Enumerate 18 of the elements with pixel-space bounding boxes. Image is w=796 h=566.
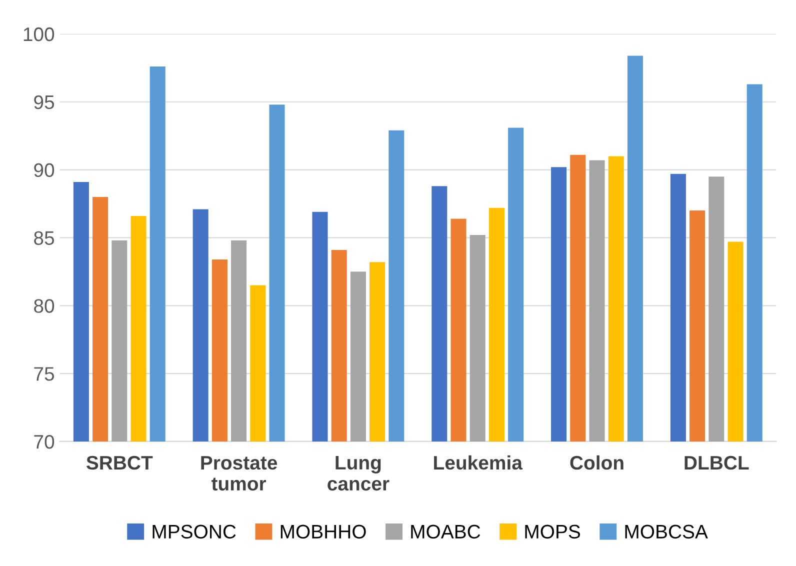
legend-label: MOPS: [525, 524, 580, 539]
legend-label: MPSONC: [152, 524, 236, 539]
x-tick-label: DLBCL: [684, 456, 749, 470]
y-tick-label: 85: [34, 231, 54, 245]
x-tick-label: Colon: [570, 455, 624, 470]
y-tick-label: 95: [34, 95, 54, 110]
y-tick-label: 75: [34, 367, 54, 381]
legend-label: MOBCSA: [625, 524, 708, 539]
y-tick-label: 70: [34, 434, 54, 449]
x-tick-label: SRBCT: [86, 456, 153, 470]
legend-label: MOBHHO: [280, 524, 366, 539]
x-tick-label: Lung cancer: [328, 456, 390, 491]
x-tick-label: Leukemia: [434, 455, 523, 470]
y-tick-label: 100: [24, 27, 54, 42]
y-tick-label: 80: [34, 299, 54, 313]
x-tick-label: Prostate tumor: [201, 456, 278, 491]
legend-label: MOABC: [411, 524, 480, 539]
y-tick-label: 90: [34, 163, 54, 178]
